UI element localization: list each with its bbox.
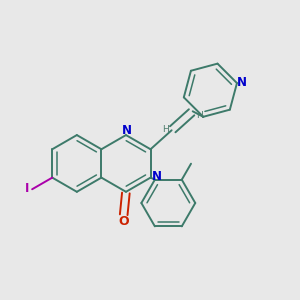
Text: H: H: [162, 125, 168, 134]
Text: N: N: [237, 76, 247, 89]
Text: N: N: [152, 170, 162, 183]
Text: N: N: [122, 124, 132, 137]
Text: I: I: [25, 182, 29, 196]
Text: H: H: [196, 111, 203, 120]
Text: O: O: [118, 215, 129, 228]
